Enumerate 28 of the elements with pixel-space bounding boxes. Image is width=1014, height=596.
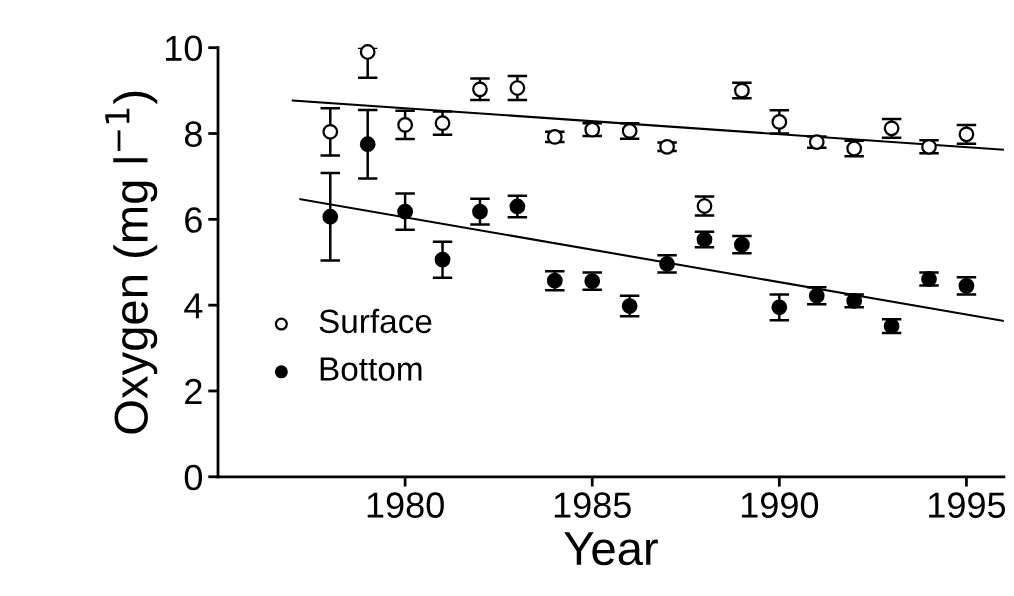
y-tick-label: 4 xyxy=(184,293,203,319)
x-tick-label: 1985 xyxy=(554,492,631,518)
x-tick-label: 1990 xyxy=(741,492,819,518)
point xyxy=(734,82,750,99)
x-axis-title: Year xyxy=(564,532,658,566)
y-axis-title: Oxygen (mg l$^{−1}$) xyxy=(105,91,158,434)
point xyxy=(359,136,376,153)
point xyxy=(322,123,339,140)
y-tick-label: 6 xyxy=(185,207,202,233)
y-tick-label: 0 xyxy=(184,464,203,491)
x-tick-label: 1995 xyxy=(929,492,1006,518)
point xyxy=(397,117,413,133)
point xyxy=(322,208,339,225)
point xyxy=(359,44,376,60)
y-tick-label: 2 xyxy=(185,378,202,405)
point xyxy=(472,203,488,220)
y-tick-label: 8 xyxy=(184,121,202,147)
legend-label: Bottom xyxy=(320,357,422,381)
point xyxy=(397,203,413,220)
point xyxy=(771,114,788,130)
point xyxy=(771,299,788,316)
point xyxy=(434,115,451,132)
y-tick-label: 10 xyxy=(166,35,203,62)
point xyxy=(659,138,675,155)
point xyxy=(434,251,451,268)
legend-label: Surface xyxy=(319,308,432,334)
x-tick-label: 1980 xyxy=(367,492,444,518)
point xyxy=(509,80,526,96)
